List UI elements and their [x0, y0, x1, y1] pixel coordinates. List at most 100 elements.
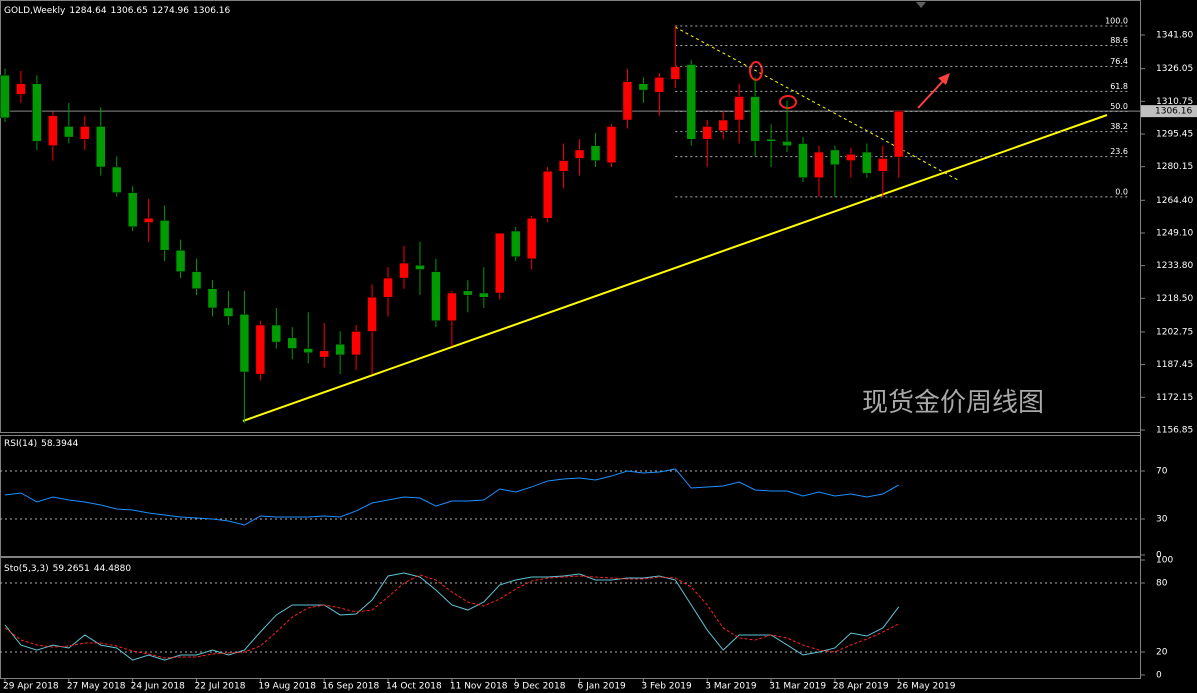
- candle-body: [654, 77, 665, 93]
- x-tick-label: 26 May 2019: [897, 682, 956, 692]
- candle-body: [335, 343, 345, 356]
- main-panel-frame: [0, 0, 1141, 433]
- candle-body: [223, 307, 234, 317]
- candle-body: [367, 297, 377, 332]
- y-tick-label: 1280.15: [1156, 162, 1193, 172]
- candle-body: [670, 66, 681, 80]
- candle-body: [638, 83, 649, 91]
- current-price-box: [1141, 105, 1197, 118]
- y-tick-label: 1233.80: [1156, 261, 1193, 271]
- y-tick-label: 1264.40: [1156, 196, 1193, 206]
- candle-body: [558, 160, 569, 172]
- indicator-line: [4, 574, 899, 659]
- indicator-line: [4, 572, 900, 661]
- rsi-panel-frame: [0, 435, 1141, 557]
- candle-body: [718, 119, 728, 131]
- indicator-line: [4, 468, 900, 526]
- y-tick-label: 1202.75: [1156, 327, 1193, 337]
- candle-body: [143, 217, 154, 223]
- fib-label: 100.0: [1105, 17, 1128, 26]
- candle-body: [830, 149, 840, 166]
- title-symbol: GOLD,Weekly: [4, 6, 66, 16]
- x-tick-label: 11 Nov 2018: [450, 682, 508, 692]
- candle-body: [383, 277, 393, 298]
- candle-body: [287, 337, 298, 349]
- y-tick-label: 1156.85: [1156, 425, 1193, 435]
- candle-body: [447, 292, 457, 321]
- candle-body: [16, 83, 26, 95]
- candle-body: [702, 126, 712, 140]
- candle-body: [798, 143, 808, 178]
- candle-body: [862, 151, 872, 174]
- current-price-label: 1306.16: [1155, 107, 1192, 117]
- candle-body: [175, 250, 186, 272]
- indicator-value: 59.2651: [53, 564, 90, 574]
- candle-body: [239, 314, 250, 373]
- y-tick-label: 1295.45: [1156, 130, 1193, 140]
- candle-body: [814, 151, 824, 178]
- watermark: 现货金价周线图: [862, 388, 1044, 418]
- candle-body: [846, 153, 856, 161]
- x-tick-label: 16 Sep 2018: [322, 682, 379, 692]
- candle-body: [766, 138, 776, 142]
- y-tick-label: 100: [1156, 556, 1173, 566]
- panel-title: Sto(5,3,3) 59.2651 44.4880: [4, 564, 131, 574]
- x-tick-label: 22 Jul 2018: [195, 682, 246, 692]
- fib-label: 76.4: [1110, 57, 1128, 66]
- x-tick-label: 31 Mar 2019: [769, 682, 826, 692]
- candle-body: [415, 264, 425, 270]
- title-close: 1306.16: [193, 6, 230, 16]
- indicator-value: 58.3944: [41, 439, 78, 449]
- shift-marker: [916, 2, 926, 8]
- y-tick-label: 30: [1156, 515, 1168, 525]
- fib-label: 38.2: [1110, 122, 1128, 131]
- candle-body: [542, 171, 553, 219]
- y-tick-label: 1341.80: [1156, 31, 1193, 41]
- candle-body: [878, 158, 888, 172]
- fib-label: 0.0: [1115, 187, 1128, 196]
- candle-body: [431, 271, 441, 321]
- candle-body: [782, 141, 792, 146]
- panel-name: Sto(5,3,3): [4, 564, 49, 574]
- candle-body: [686, 64, 697, 140]
- candle-body: [590, 145, 601, 161]
- candle-body: [734, 96, 744, 121]
- highlight-circle: [779, 95, 797, 109]
- x-tick-label: 19 Aug 2018: [258, 682, 316, 692]
- candle-body: [32, 83, 42, 142]
- candle-body: [319, 350, 329, 358]
- candle-body: [479, 292, 489, 298]
- candle-body: [80, 126, 90, 140]
- candle-body: [303, 348, 313, 354]
- fib-label: 88.6: [1110, 36, 1128, 45]
- candle-body: [574, 149, 585, 159]
- x-tick-label: 14 Oct 2018: [386, 682, 442, 692]
- x-tick-label: 9 Dec 2018: [514, 682, 566, 692]
- x-tick-label: 24 Jun 2018: [131, 682, 185, 692]
- candle-body: [399, 262, 409, 279]
- x-tick-label: 27 May 2018: [67, 682, 126, 692]
- arrow-line: [917, 79, 945, 109]
- y-tick-label: 1218.50: [1156, 294, 1193, 304]
- panel-name: RSI(14): [4, 439, 37, 449]
- y-tick-label: 1172.15: [1156, 393, 1193, 403]
- highlight-circle: [749, 61, 763, 81]
- candle-body: [750, 96, 760, 142]
- title-high: 1306.65: [111, 6, 148, 16]
- x-tick-label: 28 Apr 2019: [833, 682, 889, 692]
- y-tick-label: 1310.75: [1156, 97, 1193, 107]
- trend-line: [242, 114, 1108, 422]
- title-low: 1274.96: [152, 6, 189, 16]
- arrow-head: [938, 73, 950, 85]
- y-tick-label: 1326.05: [1156, 64, 1193, 74]
- candle-body: [894, 110, 904, 158]
- candle-body: [207, 288, 218, 309]
- indicator-value: 44.4880: [94, 564, 131, 574]
- candle-body: [351, 331, 361, 356]
- candle-body: [255, 324, 266, 375]
- fib-label: 23.6: [1110, 147, 1128, 156]
- y-tick-label: 80: [1156, 579, 1168, 589]
- candle-body: [127, 192, 138, 228]
- candle-body: [64, 126, 74, 138]
